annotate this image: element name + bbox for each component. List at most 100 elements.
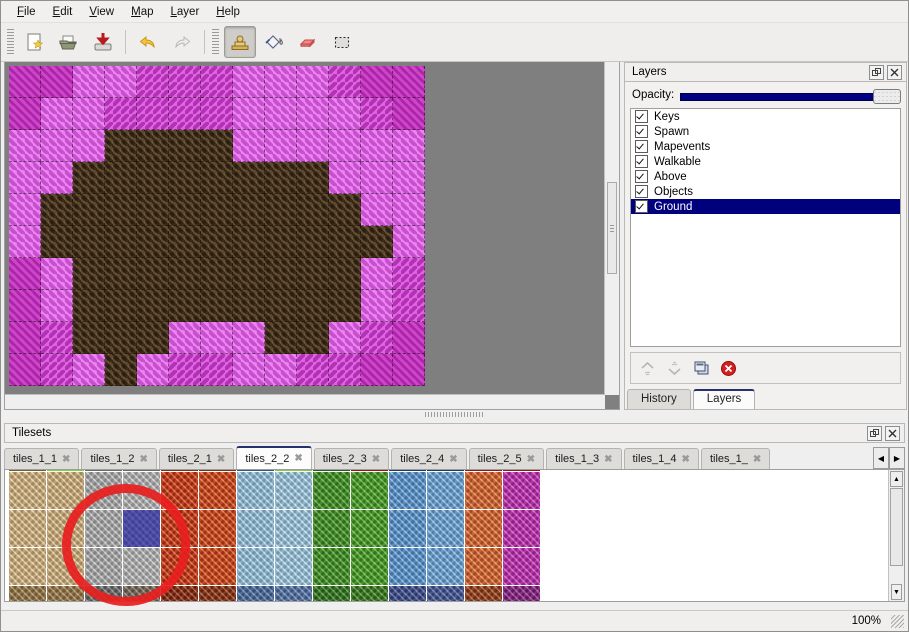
map-tile[interactable]: [41, 226, 73, 258]
map-tile[interactable]: [233, 258, 265, 290]
layer-row[interactable]: Ground: [631, 199, 900, 214]
map-tile[interactable]: [265, 162, 297, 194]
tileset-tile[interactable]: [275, 586, 312, 601]
scroll-up-icon[interactable]: ▲: [890, 471, 903, 487]
tileset-tile-grid[interactable]: [9, 472, 540, 601]
map-tile[interactable]: [265, 226, 297, 258]
map-tile[interactable]: [361, 194, 393, 226]
map-tile[interactable]: [201, 290, 233, 322]
map-tile[interactable]: [393, 354, 425, 386]
tileset-tile[interactable]: [9, 472, 46, 509]
tileset-tile[interactable]: [313, 548, 350, 585]
map-tile[interactable]: [41, 130, 73, 162]
tileset-tile[interactable]: [351, 472, 388, 509]
close-tab-icon[interactable]: ✖: [294, 453, 303, 464]
map-tile[interactable]: [169, 386, 201, 395]
map-tile[interactable]: [169, 162, 201, 194]
tileset-tile[interactable]: [237, 510, 274, 547]
tileset-tile[interactable]: [351, 586, 388, 601]
map-tile[interactable]: [297, 354, 329, 386]
map-tile[interactable]: [201, 194, 233, 226]
map-tile[interactable]: [9, 194, 41, 226]
map-tile[interactable]: [425, 354, 457, 386]
tileset-tile[interactable]: [161, 510, 198, 547]
map-tile[interactable]: [9, 322, 41, 354]
map-tile[interactable]: [361, 98, 393, 130]
tileset-tile[interactable]: [237, 548, 274, 585]
map-tile[interactable]: [297, 322, 329, 354]
tileset-tile[interactable]: [351, 548, 388, 585]
map-tile[interactable]: [9, 162, 41, 194]
tileset-tile[interactable]: [427, 586, 464, 601]
menu-item-file[interactable]: File: [17, 5, 36, 18]
tileset-tile[interactable]: [9, 548, 46, 585]
toolbar-grip-1[interactable]: [7, 29, 14, 55]
map-tile[interactable]: [105, 226, 137, 258]
close-tab-icon[interactable]: ✖: [139, 453, 148, 465]
map-tile[interactable]: [297, 386, 329, 395]
map-tile[interactable]: [329, 258, 361, 290]
scroll-left-icon[interactable]: ◀: [873, 447, 889, 469]
tileset-tab-tiles_2_5[interactable]: tiles_2_5 ✖: [468, 448, 545, 469]
map-tile[interactable]: [105, 162, 137, 194]
map-tile[interactable]: [329, 194, 361, 226]
map-tile[interactable]: [233, 66, 265, 98]
tileset-tile[interactable]: [161, 586, 198, 601]
map-tile[interactable]: [425, 290, 457, 322]
map-tile[interactable]: [457, 386, 489, 395]
map-tile[interactable]: [233, 194, 265, 226]
map-tile[interactable]: [425, 194, 457, 226]
map-tile[interactable]: [361, 386, 393, 395]
menu-item-view[interactable]: View: [89, 5, 115, 18]
map-tile[interactable]: [393, 98, 425, 130]
tileset-tile[interactable]: [503, 586, 540, 601]
map-tile[interactable]: [361, 226, 393, 258]
map-tile[interactable]: [201, 98, 233, 130]
tileset-tile[interactable]: [389, 472, 426, 509]
move-layer-up-icon[interactable]: [637, 358, 657, 378]
map-tile[interactable]: [41, 66, 73, 98]
map-tile[interactable]: [361, 290, 393, 322]
map-tile[interactable]: [425, 258, 457, 290]
tileset-vertical-scrollbar[interactable]: ▲ ▼: [888, 470, 904, 601]
map-tile[interactable]: [105, 354, 137, 386]
map-tile[interactable]: [329, 386, 361, 395]
dock-tab-layers[interactable]: Layers: [692, 389, 756, 409]
map-tile[interactable]: [9, 354, 41, 386]
tileset-tile[interactable]: [465, 510, 502, 547]
tileset-tile-selected[interactable]: [123, 510, 160, 547]
close-icon[interactable]: [885, 425, 900, 441]
map-tile[interactable]: [41, 290, 73, 322]
map-tile[interactable]: [361, 130, 393, 162]
tileset-tile[interactable]: [85, 586, 122, 601]
tileset-tile[interactable]: [199, 472, 236, 509]
tileset-tile[interactable]: [199, 586, 236, 601]
layer-visibility-checkbox[interactable]: [635, 140, 648, 153]
tileset-tile[interactable]: [465, 548, 502, 585]
map-tile[interactable]: [265, 130, 297, 162]
layer-row[interactable]: Mapevents: [631, 139, 900, 154]
map-tile[interactable]: [105, 290, 137, 322]
tileset-tab-tiles_1_4[interactable]: tiles_1_4 ✖: [623, 448, 699, 469]
tileset-tile[interactable]: [465, 586, 502, 601]
map-tile[interactable]: [201, 66, 233, 98]
map-tile[interactable]: [169, 66, 201, 98]
map-tile[interactable]: [361, 66, 393, 98]
layer-row[interactable]: Above: [631, 169, 900, 184]
tileset-tile[interactable]: [275, 548, 312, 585]
close-icon[interactable]: [887, 64, 902, 80]
tileset-tile[interactable]: [313, 510, 350, 547]
map-tile[interactable]: [393, 226, 425, 258]
toolbar-grip-2[interactable]: [212, 29, 219, 55]
map-tile[interactable]: [329, 98, 361, 130]
open-file-icon[interactable]: [53, 26, 85, 58]
dock-tab-history[interactable]: History: [627, 389, 691, 409]
map-tile[interactable]: [201, 354, 233, 386]
close-tab-icon[interactable]: ✖: [62, 453, 71, 465]
map-tile[interactable]: [137, 162, 169, 194]
tileset-tab-tiles_2_4[interactable]: tiles_2_4 ✖: [391, 448, 467, 469]
map-tile[interactable]: [137, 130, 169, 162]
dock-tab-strip[interactable]: History Layers: [627, 388, 906, 409]
tileset-tile[interactable]: [199, 510, 236, 547]
map-tile[interactable]: [137, 258, 169, 290]
